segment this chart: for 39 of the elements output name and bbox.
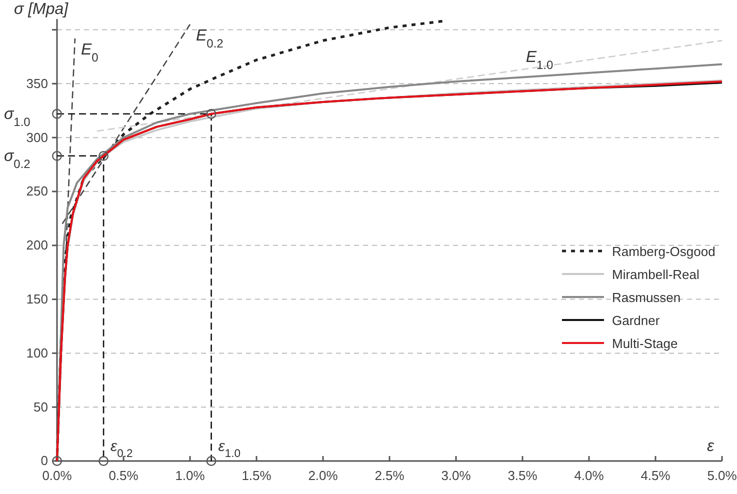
annotation: ε$_{0.2}$: [110, 438, 133, 460]
legend-label: Gardner: [612, 313, 660, 328]
x-tick-label: 4.5%: [640, 468, 671, 484]
point: [52, 108, 62, 119]
annotation: σ$_{0.2}$: [4, 148, 31, 171]
x-tick-label: 0.5%: [108, 468, 139, 484]
y-tick-label: 300: [26, 130, 48, 145]
x-tick-label: 2.0%: [308, 468, 338, 484]
annotation: E$_{1.0}$: [526, 48, 554, 72]
point: [206, 108, 216, 119]
legend-label: Mirambell-Real: [612, 267, 700, 282]
annotation: σ$_{1.0}$: [4, 106, 31, 129]
x-tick-label: 3.5%: [508, 468, 538, 484]
legend-label: Rasmussen: [612, 290, 681, 305]
y-tick-label: 50: [34, 399, 48, 414]
x-axis-title: ε: [706, 438, 715, 455]
y-tick-label: 200: [26, 238, 48, 253]
x-tick-label: 4.0%: [574, 468, 604, 484]
annotation: ε$_{1.0}$: [218, 438, 241, 460]
y-tick-label: 100: [26, 345, 48, 360]
x-tick-label: 5.0%: [707, 468, 737, 484]
point: [98, 150, 109, 161]
y-tick-label: 350: [26, 76, 48, 91]
y-tick-label: 250: [26, 184, 48, 199]
x-tick-label: 2.5%: [374, 468, 405, 484]
point: [206, 456, 216, 466]
annotation: E$_{0}$: [80, 41, 99, 64]
x-tick-label: 1.0%: [175, 468, 206, 484]
legend-label: Multi-Stage: [612, 336, 678, 351]
y-tick-label: 0: [40, 453, 48, 468]
x-tick-label: 3.0%: [441, 468, 472, 484]
y-tick-label: 150: [26, 291, 48, 306]
point: [52, 150, 62, 161]
y-axis-title: σ [Mpa]: [14, 1, 69, 18]
point: [98, 456, 109, 466]
legend-label: Ramberg-Osgood: [612, 244, 716, 259]
x-tick-label: 1.5%: [242, 468, 272, 484]
x-tick-label: 0.0%: [42, 468, 72, 484]
annotation: E$_{0.2}$: [196, 27, 224, 50]
